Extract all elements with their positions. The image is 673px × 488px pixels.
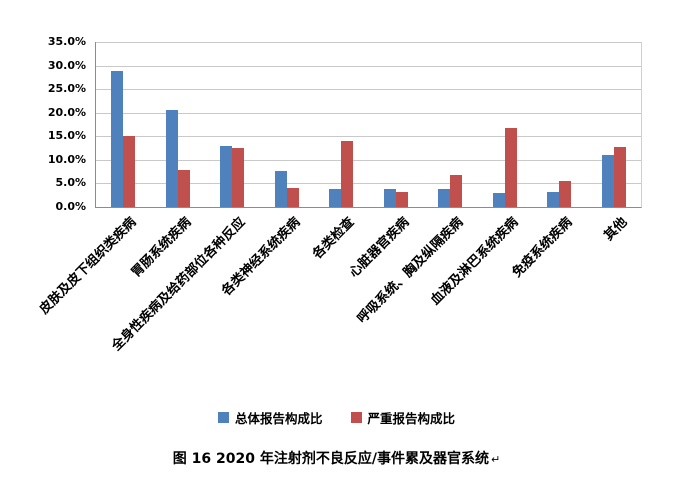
y-tick-label: 5.0%	[55, 176, 86, 190]
bar-overall	[329, 189, 342, 207]
category-label: 心脏器官疾病	[346, 214, 413, 281]
plot-area	[95, 42, 642, 208]
bar-overall	[438, 189, 451, 207]
bar-group	[478, 42, 533, 207]
y-tick-label: 15.0%	[47, 129, 86, 143]
bar-group	[314, 42, 369, 207]
gridlines	[96, 42, 641, 207]
bar-overall	[547, 191, 560, 207]
bar-serious	[450, 174, 463, 207]
y-tick-label: 30.0%	[47, 58, 86, 72]
legend-swatch-serious	[350, 412, 362, 423]
bar-overall	[601, 155, 614, 207]
bar-overall	[165, 109, 178, 207]
gridline	[96, 183, 641, 185]
y-tick-label: 25.0%	[47, 82, 86, 96]
bar-serious	[341, 141, 354, 207]
paragraph-mark: ↵	[490, 453, 501, 466]
legend: 总体报告构成比 严重报告构成比	[0, 408, 673, 427]
category-label: 呼吸系统、胸及纵隔疾病	[354, 214, 467, 327]
bar-group	[532, 42, 587, 207]
bar-overall	[383, 189, 396, 207]
bar-overall	[492, 192, 505, 207]
y-tick-label: 10.0%	[47, 152, 86, 166]
gridline	[96, 89, 641, 91]
category-label: 免疫系统疾病	[509, 214, 576, 281]
category-label: 全身性疾病及给药部位各种反应	[109, 214, 249, 355]
bar-group	[96, 42, 151, 207]
category-label: 血液及淋巴系统疾病	[427, 214, 522, 309]
bar-serious	[177, 169, 190, 207]
bar-overall	[220, 145, 233, 207]
gridline	[96, 42, 641, 43]
legend-item: 总体报告构成比	[217, 408, 323, 427]
y-tick-label: 20.0%	[47, 105, 86, 119]
caption-text: 图 16 2020 年注射剂不良反应/事件累及器官系统	[172, 451, 489, 467]
bar-overall	[274, 171, 287, 207]
legend-label: 总体报告构成比	[234, 411, 323, 426]
gridline	[96, 112, 641, 114]
bar-group	[369, 42, 424, 207]
y-tick-label: 0.0%	[55, 200, 86, 213]
figure-caption: 图 16 2020 年注射剂不良反应/事件累及器官系统 ↵	[0, 448, 673, 468]
bar-overall	[111, 71, 124, 207]
bar-serious	[559, 181, 572, 207]
y-tick-label: 35.0%	[47, 35, 86, 48]
bar-groups	[96, 42, 641, 207]
y-axis-labels: 0.0% 5.0% 10.0% 15.0% 20.0% 25.0% 30.0% 35.0%	[0, 0, 86, 488]
category-label: 其他	[601, 214, 631, 244]
legend-item: 严重报告构成比	[350, 408, 456, 427]
bar-serious	[395, 191, 408, 207]
bar-serious	[123, 136, 136, 207]
legend-swatch-overall	[217, 412, 229, 423]
bar-group	[423, 42, 478, 207]
bar-serious	[286, 188, 299, 207]
bar-serious	[504, 127, 517, 207]
bar-group	[151, 42, 206, 207]
legend-label: 严重报告构成比	[367, 411, 456, 426]
gridline	[96, 65, 641, 67]
gridline	[96, 159, 641, 161]
bar-serious	[613, 147, 626, 207]
category-label: 各类检查	[310, 214, 358, 263]
bar-group	[205, 42, 260, 207]
category-label: 各类神经系统疾病	[219, 214, 304, 299]
bar-group	[587, 42, 642, 207]
bar-group	[260, 42, 315, 207]
bar-serious	[232, 148, 245, 207]
gridline	[96, 136, 641, 138]
